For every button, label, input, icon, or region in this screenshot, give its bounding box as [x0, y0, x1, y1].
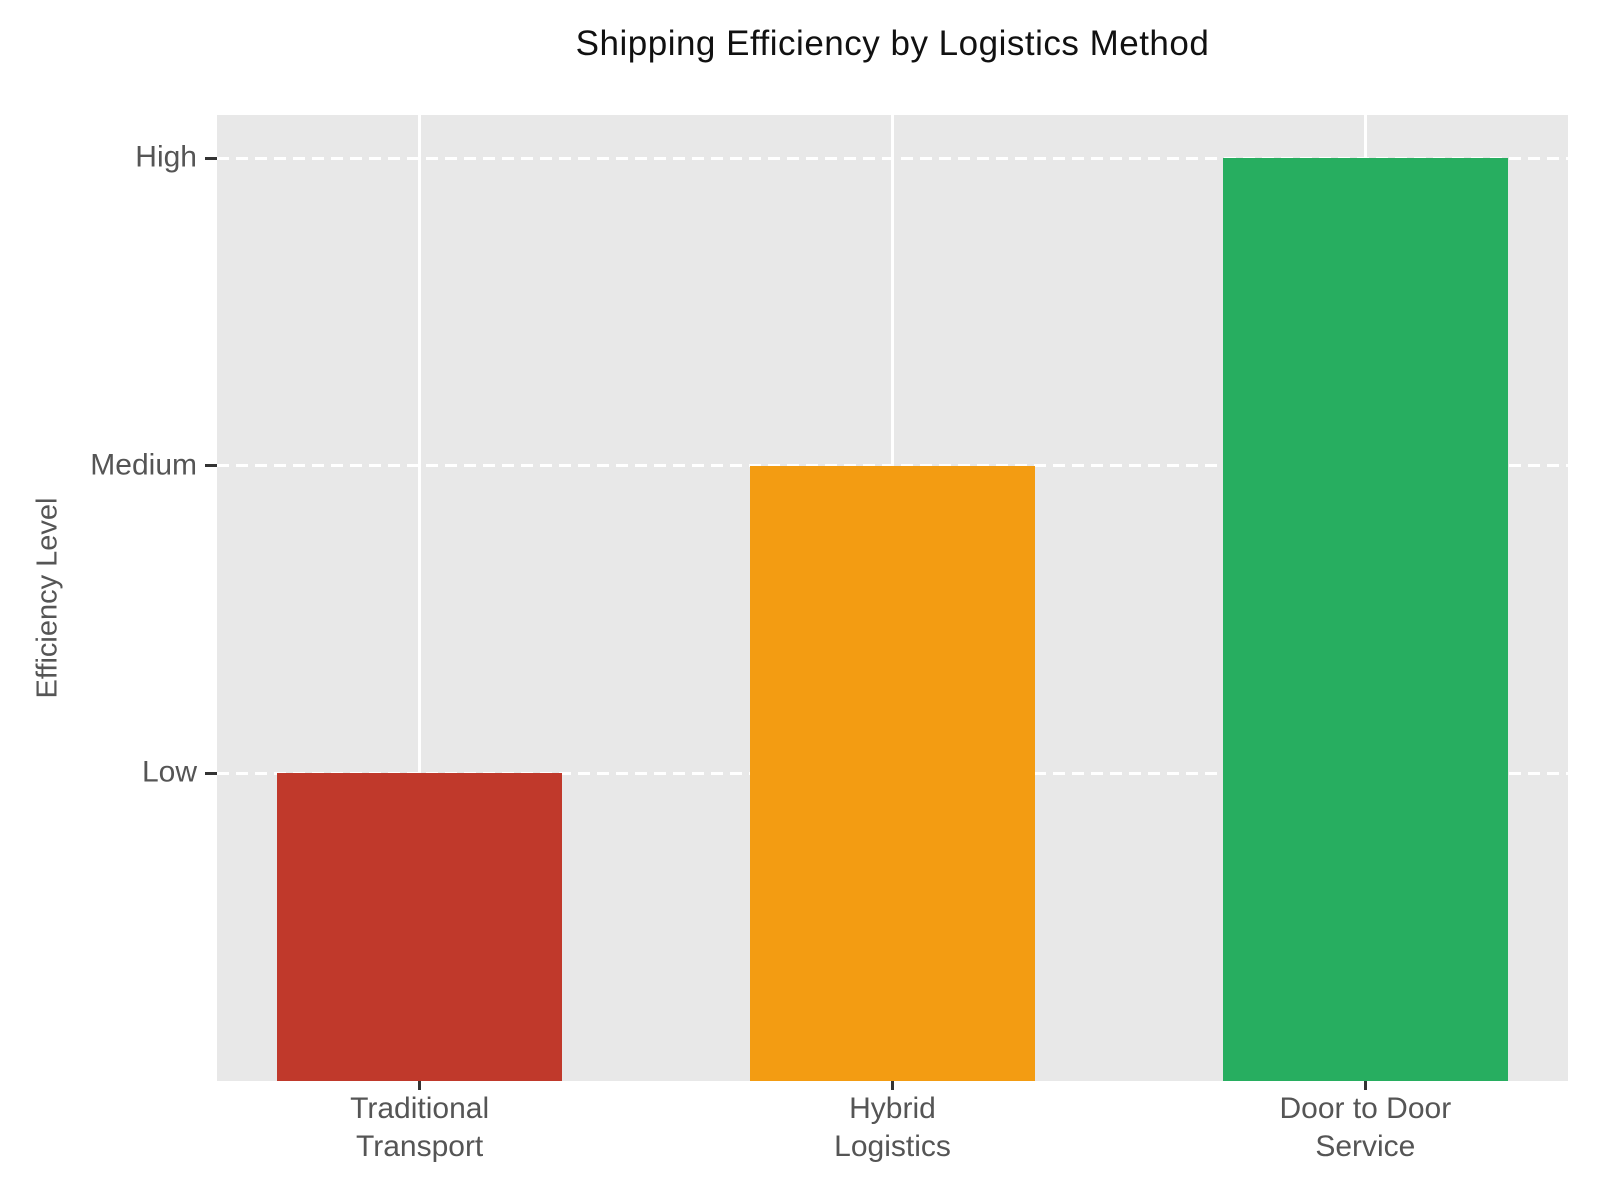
y-gridline	[217, 156, 1568, 160]
x-tick-label: Hybrid Logistics	[834, 1092, 951, 1163]
x-tick-mark	[1363, 1081, 1367, 1090]
y-tick-mark	[205, 156, 217, 160]
y-tick-label: Low	[141, 755, 197, 789]
x-tick-label: Door to Door Service	[1279, 1092, 1452, 1163]
y-tick-label: Medium	[90, 448, 197, 482]
bar-traditional-transport	[277, 773, 563, 1081]
y-tick-label: High	[135, 140, 197, 174]
x-tick-mark	[891, 1081, 894, 1090]
chart-title: Shipping Efficiency by Logistics Method	[575, 24, 1210, 63]
x-gridline	[418, 115, 422, 1081]
x-tick-mark	[418, 1081, 422, 1090]
x-tick-label: Traditional Transport	[350, 1092, 490, 1163]
y-gridline	[217, 464, 1568, 468]
y-axis-title: Efficiency Level	[31, 497, 64, 699]
bar-door-to-door-service	[1222, 158, 1508, 1081]
bar-hybrid-logistics	[749, 465, 1036, 1081]
y-tick-mark	[205, 771, 217, 775]
plot-area	[217, 115, 1568, 1081]
y-tick-mark	[205, 464, 217, 468]
